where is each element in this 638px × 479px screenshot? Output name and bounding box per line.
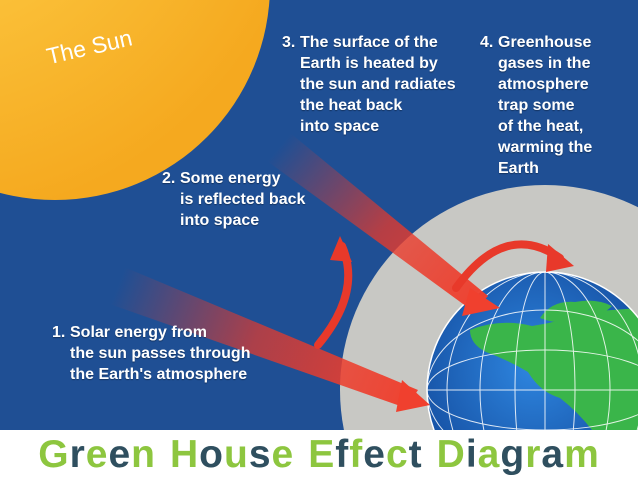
step-2-number: 2. bbox=[162, 170, 176, 187]
step-4-line-2: gases in the bbox=[498, 55, 591, 72]
footer-word-2: House bbox=[169, 433, 295, 476]
step-4-line-6: warming the bbox=[498, 139, 593, 156]
step-1-number: 1. bbox=[52, 324, 66, 341]
step-1-caption: 1. Solar energy from the sun passes thro… bbox=[52, 322, 250, 385]
arrow-incoming-solar bbox=[98, 262, 430, 412]
step-2-caption: 2. Some energy is reflected back into sp… bbox=[162, 168, 305, 231]
diagram-scene bbox=[0, 0, 638, 430]
step-4-line-4: trap some bbox=[498, 97, 575, 114]
step-3-line-2: Earth is heated by bbox=[300, 55, 438, 72]
step-1-line-1: Solar energy from bbox=[70, 324, 207, 341]
landmass-north bbox=[540, 300, 612, 323]
step-1-line-2: the sun passes through bbox=[70, 345, 251, 362]
footer-title: Green House Effect Diagram bbox=[0, 430, 638, 479]
footer-word-1: Green bbox=[38, 433, 156, 476]
step-2-line-2: is reflected back bbox=[180, 191, 306, 208]
step-3-line-1: The surface of the bbox=[300, 34, 438, 51]
sun-shape bbox=[0, 0, 270, 200]
arrow-reflected bbox=[314, 236, 353, 349]
step-1-line-3: the Earth's atmosphere bbox=[70, 366, 248, 383]
step-4-line-7: Earth bbox=[498, 160, 539, 177]
step-4-line-5: of the heat, bbox=[498, 118, 584, 135]
step-4-caption: 4. Greenhouse gases in the atmosphere tr… bbox=[480, 32, 592, 179]
step-3-line-5: into space bbox=[300, 118, 380, 135]
step-3-caption: 3. The surface of the Earth is heated by… bbox=[282, 32, 456, 137]
footer-word-4: Diagram bbox=[436, 433, 600, 476]
arrow-radiated-heat bbox=[252, 118, 500, 316]
step-3-number: 3. bbox=[282, 34, 296, 51]
landmass bbox=[470, 308, 638, 430]
step-2-line-1: Some energy bbox=[180, 170, 281, 187]
step-4-number: 4. bbox=[480, 34, 494, 51]
step-4-line-3: atmosphere bbox=[498, 76, 589, 93]
step-3-line-4: the heat back bbox=[300, 97, 403, 114]
step-2-line-3: into space bbox=[180, 212, 260, 229]
arrow-trapped-heat bbox=[452, 240, 574, 292]
footer-word-3: Effect bbox=[308, 433, 423, 476]
step-3-line-3: the sun and radiates bbox=[300, 76, 456, 93]
step-4-line-1: Greenhouse bbox=[498, 34, 592, 51]
